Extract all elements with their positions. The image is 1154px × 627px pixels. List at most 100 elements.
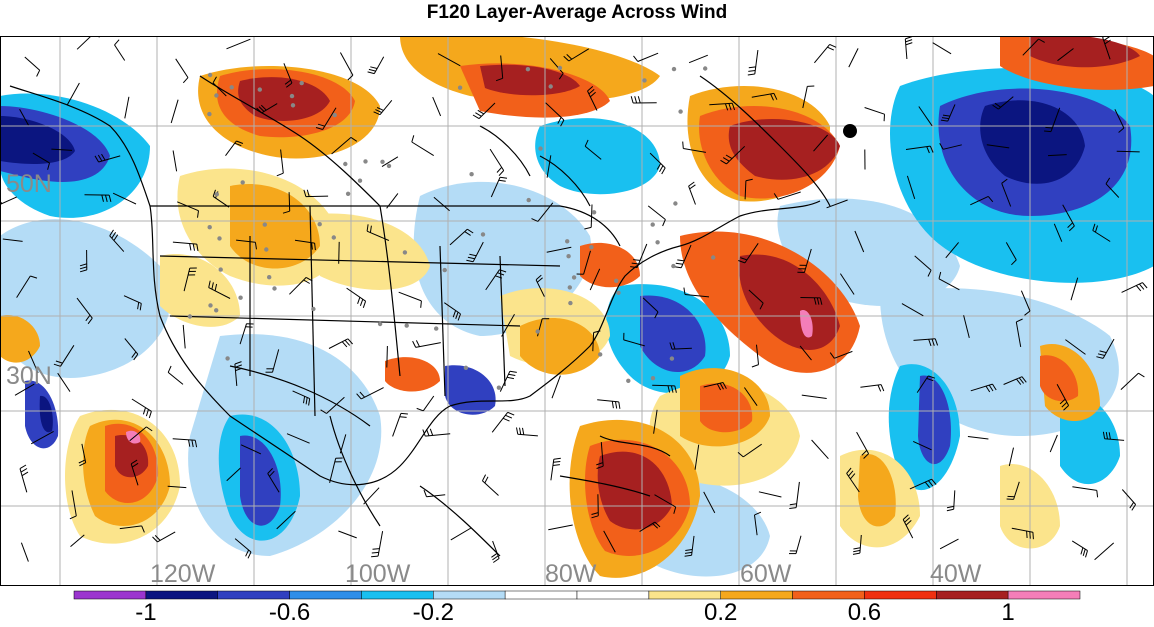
station-dot [464,366,468,370]
station-dot [598,352,602,356]
wind-barb-flag [1030,532,1031,539]
colorbar-swatch [936,591,1008,599]
station-dot [264,247,268,251]
colorbar-tick-label: -0.6 [269,599,310,622]
colorbar-tick-label: 0.6 [848,599,881,622]
station-dot [272,286,276,290]
station-dot [215,192,219,196]
station-dot [207,112,211,116]
station-dot [642,78,646,82]
station-dot [589,245,593,249]
wind-barb [1117,151,1140,152]
station-dot [671,264,675,268]
station-dot [358,179,362,183]
station-dot [565,239,569,243]
station-dot [208,225,212,229]
station-dot [549,84,553,88]
station-dot [267,275,271,279]
station-dot [538,146,542,150]
colorbar-labels: -1 -0.6 -0.2 0.2 0.6 1 [135,599,1015,622]
lat-label-50n: 50N [6,170,52,198]
station-dot [566,254,570,258]
wind-barb [289,192,290,211]
colorbar-swatch [1008,591,1080,599]
colorbar-tick-label: -1 [135,599,156,622]
station-dot [258,87,262,91]
colorbar-tick-label: -0.2 [413,599,454,622]
colorbar-swatch [577,591,649,599]
colorbar-swatch [361,591,433,599]
station-dot [711,255,715,259]
colorbar-tick-label: 1 [1001,599,1014,622]
station-dot [343,162,347,166]
station-dot [592,210,596,214]
station-dot [291,103,295,107]
station-dot [469,172,473,176]
station-dot [536,329,540,333]
station-dot [458,86,462,90]
wind-barb-flag [373,549,380,550]
station-dot [219,267,223,271]
station-dot [378,322,382,326]
lat-label-30n: 30N [6,362,52,390]
colorbar-swatch [290,591,362,599]
station-dot [238,296,242,300]
lon-label-80w: 80W [545,560,597,586]
station-dot [526,67,530,71]
lon-label-40w: 40W [930,560,982,586]
station-dot [568,285,572,289]
station-dot [673,201,677,205]
colorbar-swatch [146,591,218,599]
wind-barb-flag [1033,532,1034,539]
station-dot [311,307,315,311]
station-dot [214,308,218,312]
station-dot [241,180,245,184]
wind-barb [652,385,675,386]
station-dot [443,268,447,272]
station-dot [318,222,322,226]
wind-barb-flag [371,556,378,557]
colorbar-swatch [74,591,146,599]
station-dot [626,379,630,383]
station-dot [346,192,350,196]
station-dot [208,303,212,307]
station-dot [405,323,409,327]
station-dot [614,279,618,283]
colorbar-swatch [793,591,865,599]
map-title: F120 Layer-Average Across Wind [0,0,1154,28]
wind-barb-flag [683,142,684,149]
station-dot [527,198,531,202]
wind-barb-flag [372,552,379,553]
lon-label-120w: 120W [150,560,216,586]
station-dot [678,109,682,113]
colorbar-tick-label: 0.2 [704,599,737,622]
wind-barb-flag [421,301,422,308]
colorbar-swatch [721,591,793,599]
lon-label-100w: 100W [345,560,411,586]
station-dot [655,240,659,244]
colorbar: -1 -0.6 -0.2 0.2 0.6 1 [0,586,1154,622]
colorbar-swatch [505,591,577,599]
station-dot [208,73,212,77]
station-dot [225,356,229,360]
wind-barb-flag [401,413,408,414]
wind-barb [387,346,388,368]
wind-barb-flag [1044,131,1051,132]
weather-map: 50N 30N 120W 100W 80W 60W 40W [0,36,1154,586]
wind-barb-flag [400,417,407,418]
colorbar-swatches [74,591,1080,599]
station-dot [217,236,221,240]
station-dot [263,222,267,226]
colorbar-swatch [433,591,505,599]
station-dot [333,113,337,117]
station-dot [332,235,336,239]
station-dot [670,356,674,360]
station-dot [568,301,572,305]
station-dot [363,159,367,163]
station-dot [434,326,438,330]
station-dot [651,376,655,380]
station-dot [651,222,655,226]
station-dot [703,66,707,70]
wind-barb [339,242,340,264]
station-dot [497,386,501,390]
